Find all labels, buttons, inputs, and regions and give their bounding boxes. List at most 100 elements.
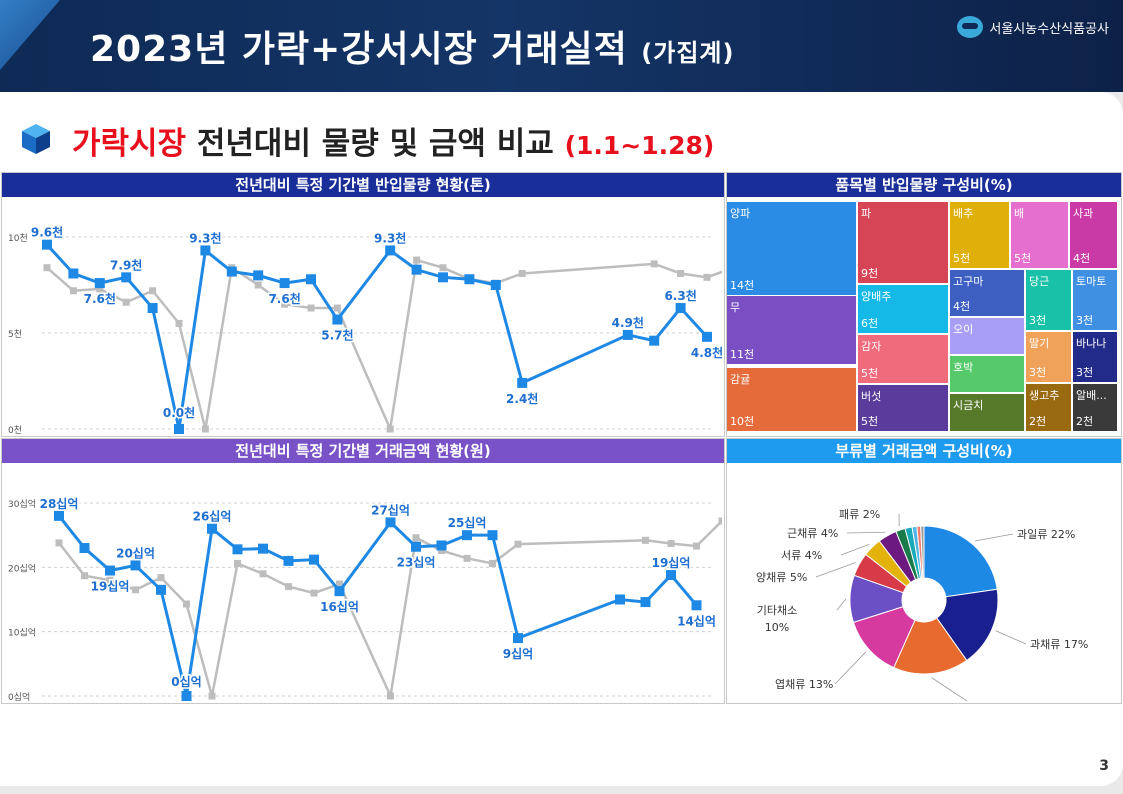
leader-line — [846, 531, 886, 534]
treemap-tile: 무 11천 — [727, 296, 858, 366]
treemap-tile-value: 9천 — [861, 267, 879, 280]
previous-point — [122, 298, 130, 306]
pie-title: 부류별 거래금액 구성비(%) — [727, 439, 1121, 463]
treemap-tile-value: 11천 — [730, 348, 755, 361]
org-name: 서울시농수산식품공사 — [989, 21, 1109, 37]
treemap-tile-value: 6천 — [861, 317, 879, 330]
treemap-tile-name: 파 — [861, 207, 872, 220]
previous-point — [677, 269, 685, 277]
donut-slice — [923, 525, 998, 598]
org-logo-icon — [957, 16, 984, 38]
item-volume-treemap: 양파 14천 무 11천 감귤 10천 파 9천 양배추 6천 감자 5천 버섯 5천 배추 5천 배 5천 사과 4… — [727, 197, 1119, 434]
current-point — [385, 517, 396, 528]
treemap-tile: 배 5천 — [1011, 202, 1070, 270]
treemap-tile: 감자 5천 — [858, 335, 950, 385]
slice-label: 과채류 17% — [1030, 638, 1088, 651]
amount-chart-panel: 전년대비 특정 기간별 거래금액 현황(원) 0십억10십억20십억30십억1월… — [1, 438, 726, 719]
treemap-tile-name: 바나나 — [1076, 337, 1107, 350]
treemap-tile-name: 사과 — [1073, 207, 1094, 220]
treemap-tile-value: 3천 — [1076, 314, 1094, 327]
cube-icon — [22, 124, 50, 154]
current-point — [121, 272, 132, 283]
previous-series-line — [58, 520, 723, 701]
previous-point — [463, 554, 471, 562]
previous-point — [96, 285, 104, 293]
data-label: 0.0천 — [163, 405, 195, 420]
current-point — [385, 245, 396, 256]
current-point — [200, 245, 211, 256]
treemap-tile: 배추 5천 — [950, 202, 1011, 270]
leader-line — [815, 562, 856, 578]
leader-line — [840, 544, 870, 556]
previous-point — [234, 559, 241, 567]
current-point — [79, 543, 90, 554]
treemap-tile-name: 호박 — [953, 361, 974, 374]
treemap-title: 품목별 반입물량 구성비(%) — [727, 173, 1121, 197]
previous-point — [285, 583, 292, 591]
treemap-tile-value: 3천 — [1076, 366, 1094, 379]
data-label: 25십억 — [448, 515, 487, 530]
previous-point — [175, 319, 183, 327]
donut-slice — [936, 588, 999, 662]
data-label: 9.3천 — [374, 230, 406, 245]
treemap-tile-value: 2천 — [1076, 415, 1094, 428]
section-title-market: 가락시장 — [72, 126, 187, 162]
current-point — [309, 554, 319, 565]
treemap-tile: 감귤 10천 — [727, 368, 858, 433]
current-point — [411, 541, 421, 552]
current-point — [490, 280, 501, 290]
data-label: 7.9천 — [110, 257, 142, 272]
previous-point — [439, 264, 447, 272]
data-label: 14십억 — [677, 613, 716, 628]
category-donut-chart: 과일류 22%과채류 17%조미채류 16%엽채류 13%기타채소10%양채류 … — [756, 508, 1088, 714]
previous-point — [259, 570, 267, 578]
data-label: 16십억 — [320, 599, 359, 614]
previous-point — [438, 547, 445, 555]
data-label: 26십억 — [193, 509, 232, 524]
treemap-tile: 바나나 3천 — [1073, 332, 1119, 384]
current-series-line — [57, 514, 698, 697]
current-point — [640, 597, 651, 608]
data-label: 4.9천 — [612, 315, 644, 330]
slice-label: 근채류 4% — [787, 527, 838, 540]
current-point — [438, 272, 448, 283]
data-label: 27십억 — [371, 502, 410, 517]
treemap-tile: 호박 — [950, 356, 1026, 394]
data-label: 9.3천 — [189, 230, 221, 245]
previous-point — [489, 559, 496, 567]
previous-point — [412, 534, 420, 542]
current-point — [156, 584, 166, 595]
treemap-tile: 양배추 6천 — [858, 285, 950, 335]
leader-line — [836, 598, 847, 611]
previous-point — [518, 269, 526, 277]
treemap-tile-value: 14천 — [730, 279, 755, 292]
treemap-tile-name: 감귤 — [730, 373, 751, 386]
org-logo: 서울시농수산식품공사 — [957, 16, 1109, 38]
data-label: 9.6천 — [31, 225, 63, 240]
data-label: 7.6천 — [84, 291, 116, 306]
current-point — [181, 691, 192, 701]
treemap-tile-name: 딸기 — [1029, 337, 1050, 350]
current-point — [174, 424, 184, 434]
slice-label: 기타채소 — [757, 604, 797, 617]
data-label: 23십억 — [397, 555, 436, 570]
amount-line-chart: 0십억10십억20십억30십억1월 8일1월 15일1월 22일28십억20십억… — [8, 494, 726, 719]
previous-point — [183, 600, 190, 608]
treemap-tile: 고구마 4천 — [950, 270, 1026, 318]
current-point — [675, 303, 686, 314]
current-point — [334, 586, 345, 597]
data-label: 5.7천 — [321, 328, 353, 343]
treemap-tile-name: 당근 — [1029, 275, 1050, 288]
slice-label: 10% — [765, 621, 789, 634]
current-point — [666, 570, 676, 581]
current-point — [105, 565, 115, 576]
current-point — [513, 633, 523, 644]
previous-point — [43, 264, 51, 272]
leader-line — [995, 630, 1027, 645]
treemap-tile-value: 2천 — [1029, 415, 1047, 428]
current-point — [283, 555, 294, 566]
treemap-tile-value: 3천 — [1029, 314, 1047, 327]
previous-point — [333, 304, 341, 312]
y-tick-label: 5천 — [8, 329, 22, 340]
previous-point — [157, 574, 165, 582]
